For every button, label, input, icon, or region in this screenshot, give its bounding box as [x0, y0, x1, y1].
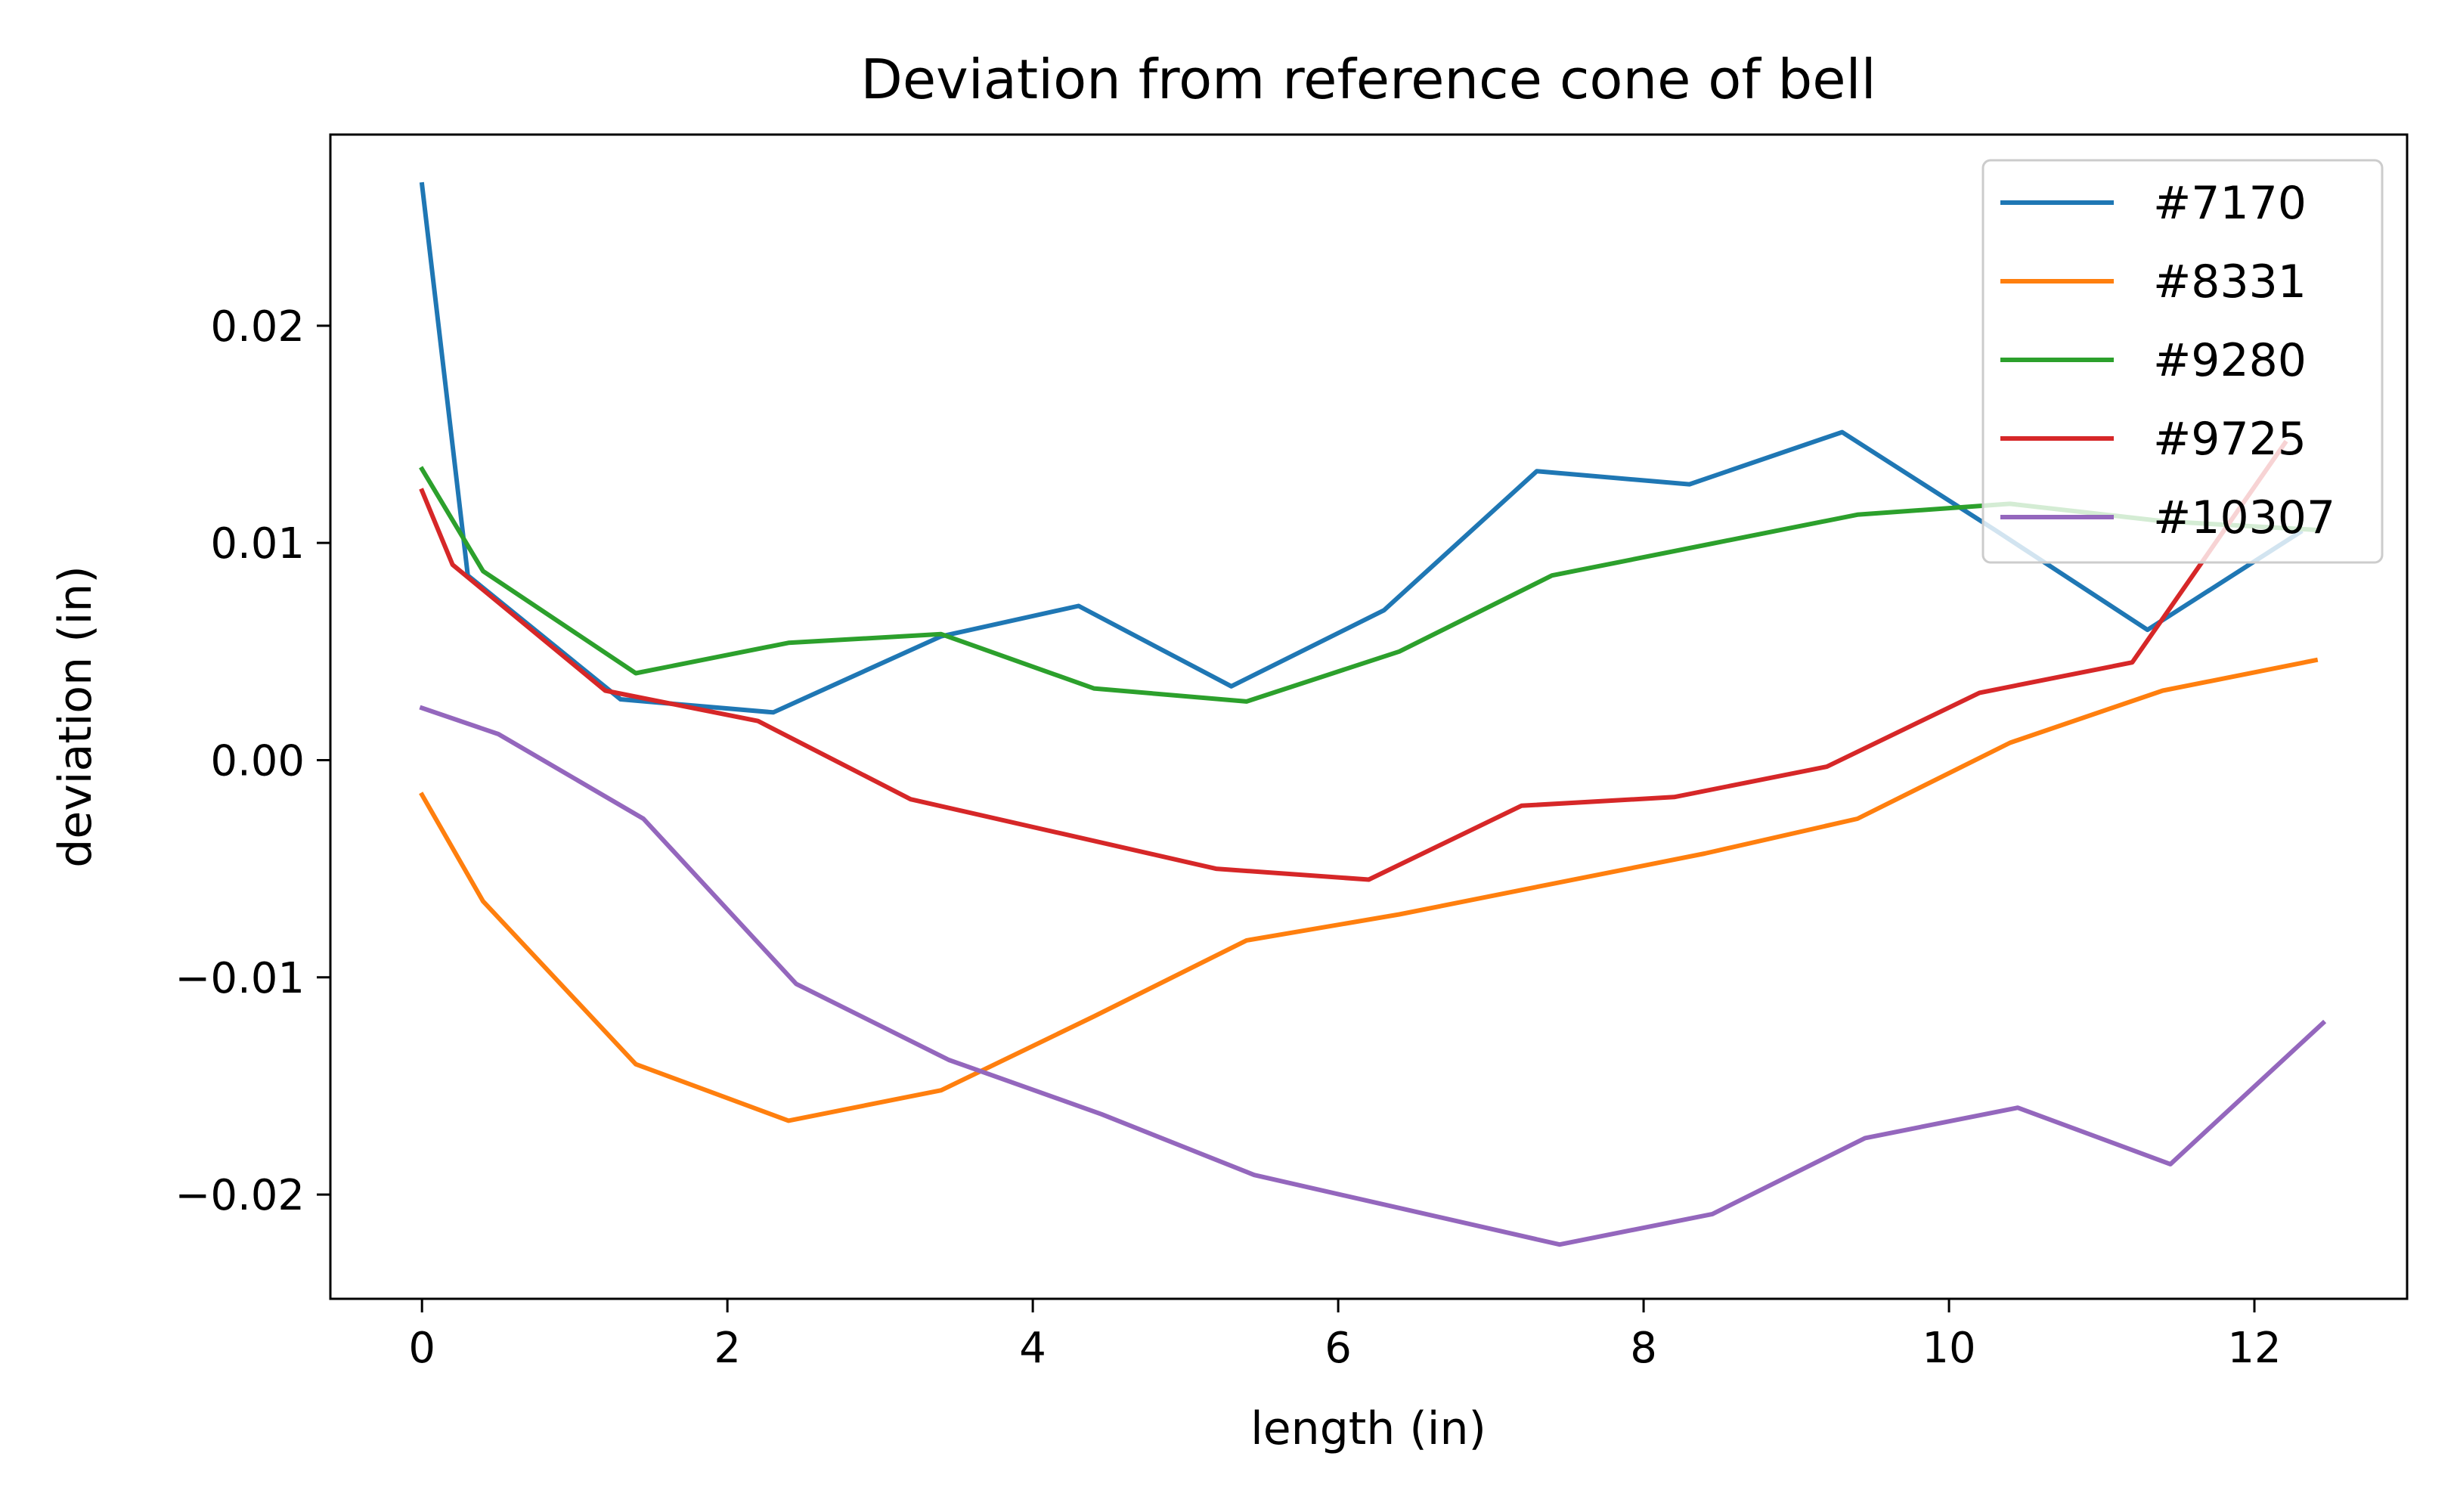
y-tick-label: −0.02 — [175, 1171, 305, 1220]
series-line-4 — [419, 439, 2288, 882]
legend-label-1: #7170 — [2153, 177, 2307, 230]
y-tick-label: 0.00 — [210, 736, 305, 785]
series-line-2 — [419, 657, 2319, 1123]
legend: #7170 #8331 #9280 #9725 #10307 — [1981, 159, 2384, 564]
plot-lines — [419, 181, 2327, 1247]
y-tick-label: 0.01 — [210, 519, 305, 569]
x-tick-label: 4 — [1019, 1324, 1046, 1373]
y-tick-label: −0.01 — [175, 954, 305, 1003]
x-tick-label: 8 — [1630, 1324, 1657, 1373]
x-tick-label: 0 — [408, 1324, 435, 1373]
legend-label-4: #9725 — [2153, 413, 2307, 466]
x-axis-ticks: 0 2 4 6 8 10 12 — [408, 1299, 2282, 1373]
x-tick-label: 6 — [1325, 1324, 1352, 1373]
y-tick-label: 0.02 — [210, 302, 305, 352]
y-axis-label: deviation (in) — [49, 565, 102, 867]
legend-label-3: #9280 — [2153, 334, 2307, 387]
x-tick-label: 10 — [1922, 1324, 1975, 1373]
plot-frame — [329, 133, 2409, 1300]
y-axis-ticks: −0.02 −0.01 0.00 0.01 0.02 — [175, 302, 330, 1220]
legend-label-5: #10307 — [2153, 491, 2335, 544]
legend-label-2: #8331 — [2153, 256, 2307, 308]
legend-box — [1981, 159, 2384, 564]
x-tick-label: 12 — [2227, 1324, 2281, 1373]
x-axis-label: length (in) — [1250, 1402, 1486, 1455]
series-line-5 — [419, 705, 2327, 1247]
x-tick-label: 2 — [714, 1324, 741, 1373]
chart-title: Deviation from reference cone of bell — [860, 48, 1876, 111]
series-line-1 — [419, 181, 2304, 715]
